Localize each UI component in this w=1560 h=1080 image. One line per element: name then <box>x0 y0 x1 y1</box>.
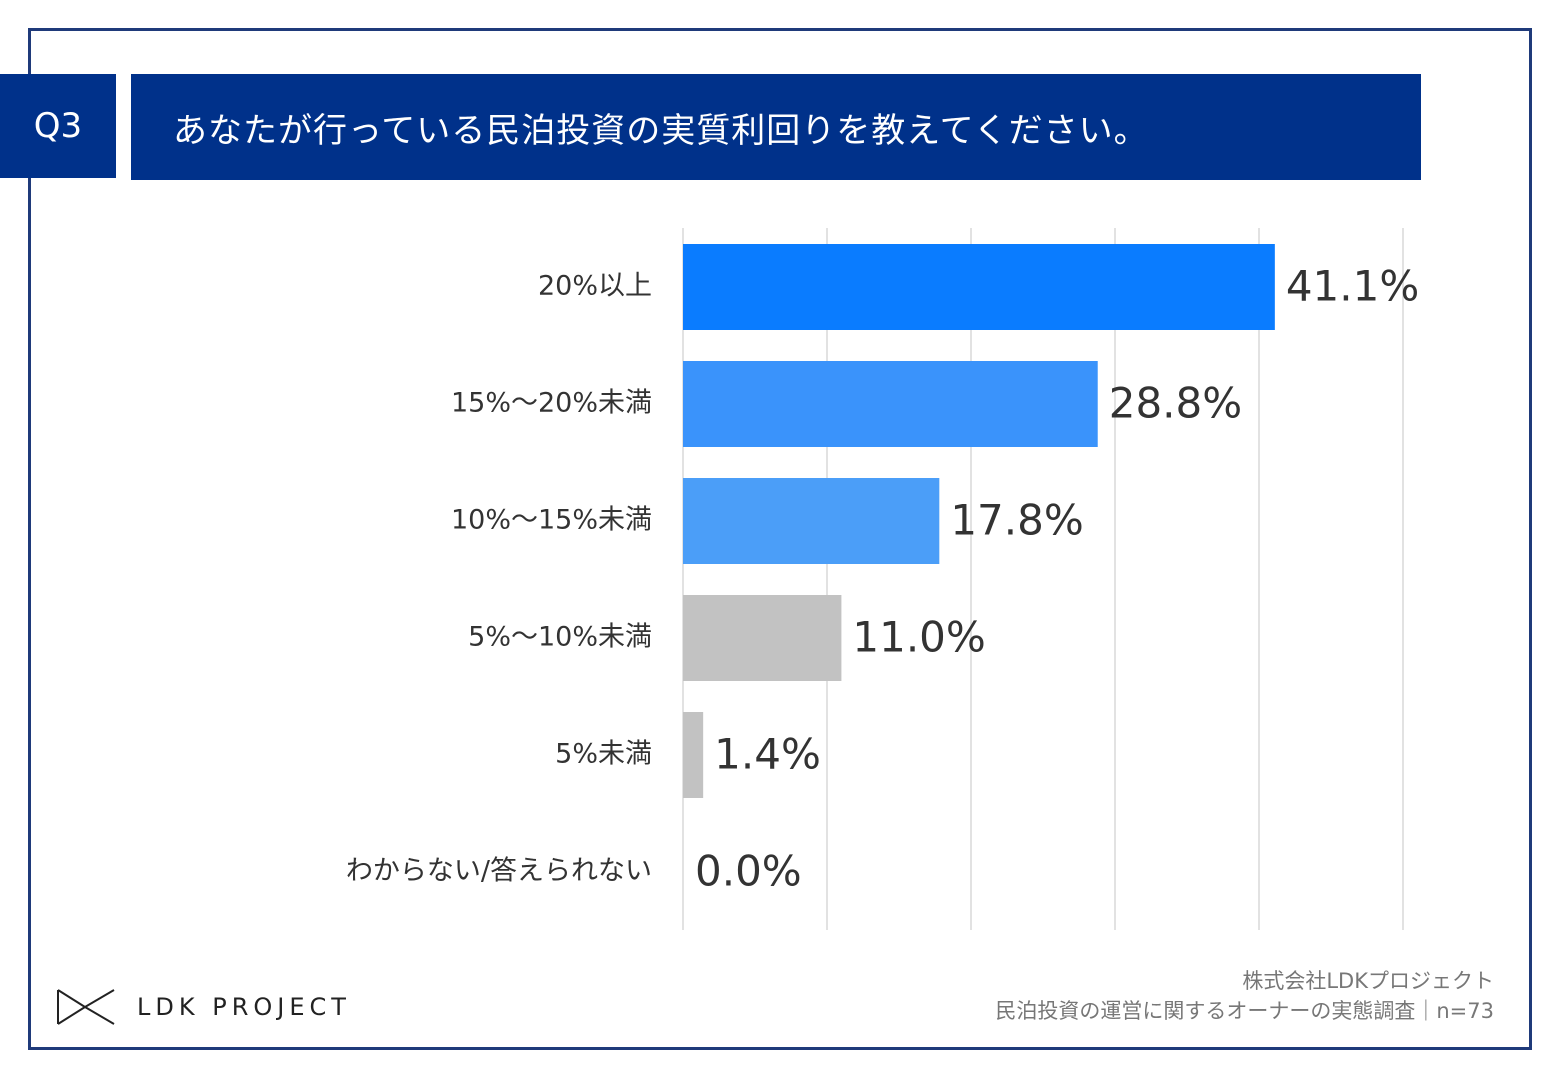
source-company: 株式会社LDKプロジェクト <box>1242 969 1494 993</box>
bar <box>683 595 842 681</box>
bar <box>683 244 1275 330</box>
value-label: 28.8% <box>1109 379 1242 428</box>
bar <box>683 361 1098 447</box>
value-label: 1.4% <box>714 730 821 779</box>
category-label: 5%～10%未満 <box>468 622 652 653</box>
category-label: わからない/答えられない <box>346 856 652 887</box>
logo-text: LDK PROJECT <box>137 993 351 1021</box>
source-survey: 民泊投資の運営に関するオーナーの実態調査｜n=73 <box>995 999 1494 1023</box>
ldk-logo-icon <box>57 989 115 1025</box>
ldk-logo: LDK PROJECT <box>55 988 351 1026</box>
category-label: 5%未満 <box>555 739 652 770</box>
chart-frame <box>28 28 1532 1050</box>
question-number: Q3 <box>33 106 83 146</box>
source-note: 株式会社LDKプロジェクト 民泊投資の運営に関するオーナーの実態調査｜n=73 <box>995 966 1494 1026</box>
question-text: あなたが行っている民泊投資の実質利回りを教えてください。 <box>173 110 1149 151</box>
category-label: 20%以上 <box>538 271 652 302</box>
value-label: 11.0% <box>852 613 985 662</box>
value-label: 17.8% <box>950 496 1083 545</box>
category-label: 15%～20%未満 <box>451 388 652 419</box>
question-title-bar: あなたが行っている民泊投資の実質利回りを教えてください。 <box>131 74 1421 180</box>
question-number-badge: Q3 <box>0 74 116 178</box>
value-label: 41.1% <box>1286 262 1419 311</box>
value-label: 0.0% <box>695 847 802 896</box>
category-label: 10%～15%未満 <box>451 505 652 536</box>
bar <box>683 712 704 798</box>
bar <box>683 478 940 564</box>
